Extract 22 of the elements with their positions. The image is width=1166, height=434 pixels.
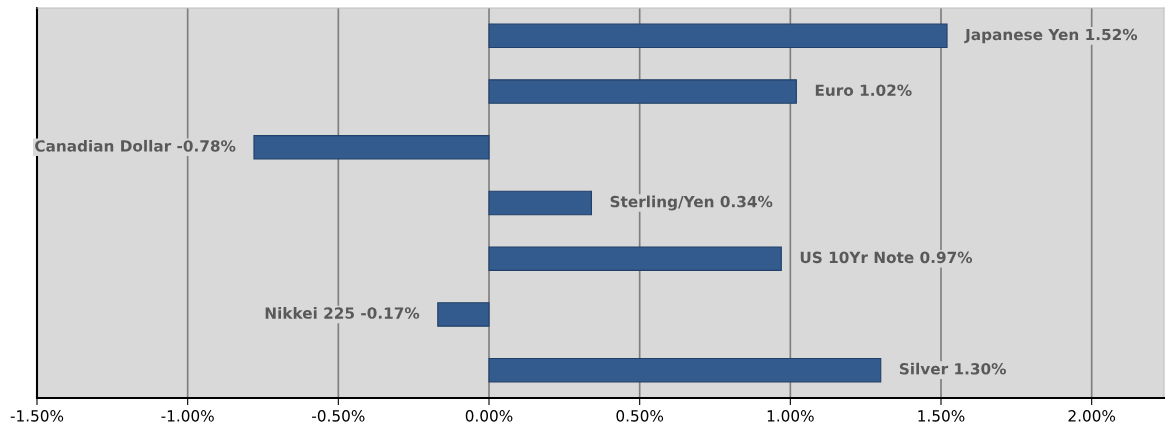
data-label: Japanese Yen 1.52%	[964, 28, 1138, 44]
x-tick-label: -0.50%	[312, 410, 365, 422]
data-label: Euro 1.02%	[815, 84, 912, 96]
data-label: Canadian Dollar -0.78%	[35, 139, 236, 152]
data-label: Nikkei 225 -0.17%	[265, 307, 420, 319]
x-tick-label: 2.00%	[1068, 410, 1116, 422]
x-tick-label: 1.00%	[767, 410, 814, 422]
x-tick-label: -1.00%	[161, 410, 214, 422]
bar	[488, 23, 948, 49]
data-label: US 10Yr Note 0.97%	[800, 251, 973, 264]
bar	[488, 79, 797, 104]
x-tick-label: 0.00%	[465, 410, 513, 422]
x-tick-label: -1.50%	[10, 410, 64, 422]
data-label: Sterling/Yen 0.34%	[610, 195, 773, 211]
data-label: Silver 1.30%	[899, 362, 1006, 375]
bar	[253, 135, 490, 160]
bar	[488, 357, 882, 383]
bar	[437, 302, 490, 327]
bar	[488, 246, 782, 271]
x-tick-label: 0.50%	[616, 410, 664, 422]
bar	[488, 190, 593, 216]
x-tick-label: 1.50%	[918, 410, 965, 422]
